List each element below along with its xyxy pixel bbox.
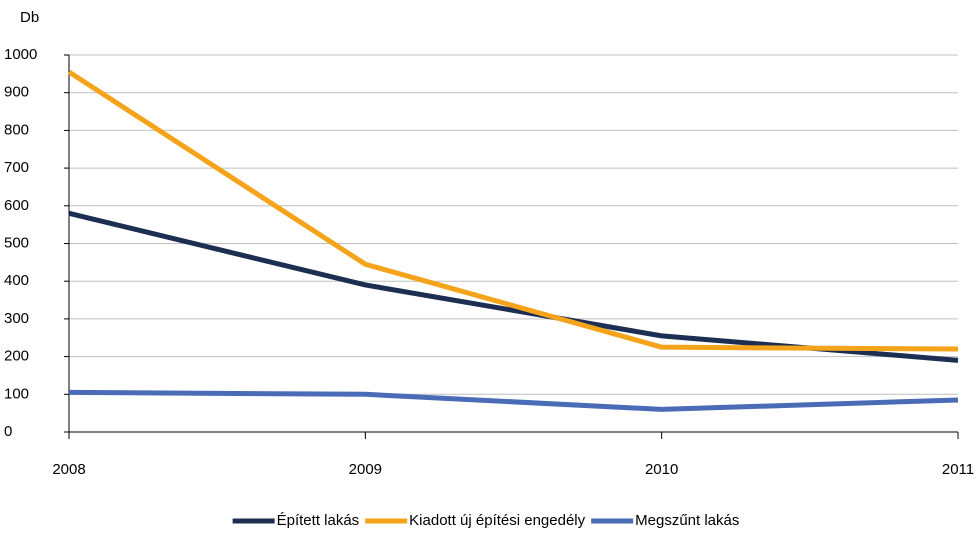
y-axis-label: Db: [20, 9, 39, 26]
y-tick-label: 100: [4, 385, 29, 402]
y-tick-label: 900: [4, 84, 29, 101]
x-tick-label: 2009: [349, 461, 382, 478]
y-tick-label: 500: [4, 234, 29, 251]
y-tick-label: 200: [4, 348, 29, 365]
y-tick-label: 600: [4, 197, 29, 214]
y-tick-label: 400: [4, 272, 29, 289]
series-line: [68, 389, 959, 412]
series-line: [67, 69, 959, 352]
x-tick-label: 2008: [52, 461, 85, 478]
x-tick-label: 2011: [942, 461, 974, 478]
y-tick-label: 0: [4, 423, 12, 440]
y-tick-label: 300: [4, 310, 29, 327]
legend-label: Épített lakás: [277, 512, 360, 529]
y-tick-label: 800: [4, 121, 29, 138]
x-tick-label: 2010: [645, 461, 678, 478]
series-line: [68, 210, 959, 363]
y-tick-label: 700: [4, 159, 29, 176]
legend-label: Megszűnt lakás: [635, 512, 739, 529]
legend-label: Kiadott új építési engedély: [409, 512, 585, 529]
y-tick-label: 1000: [4, 46, 37, 63]
